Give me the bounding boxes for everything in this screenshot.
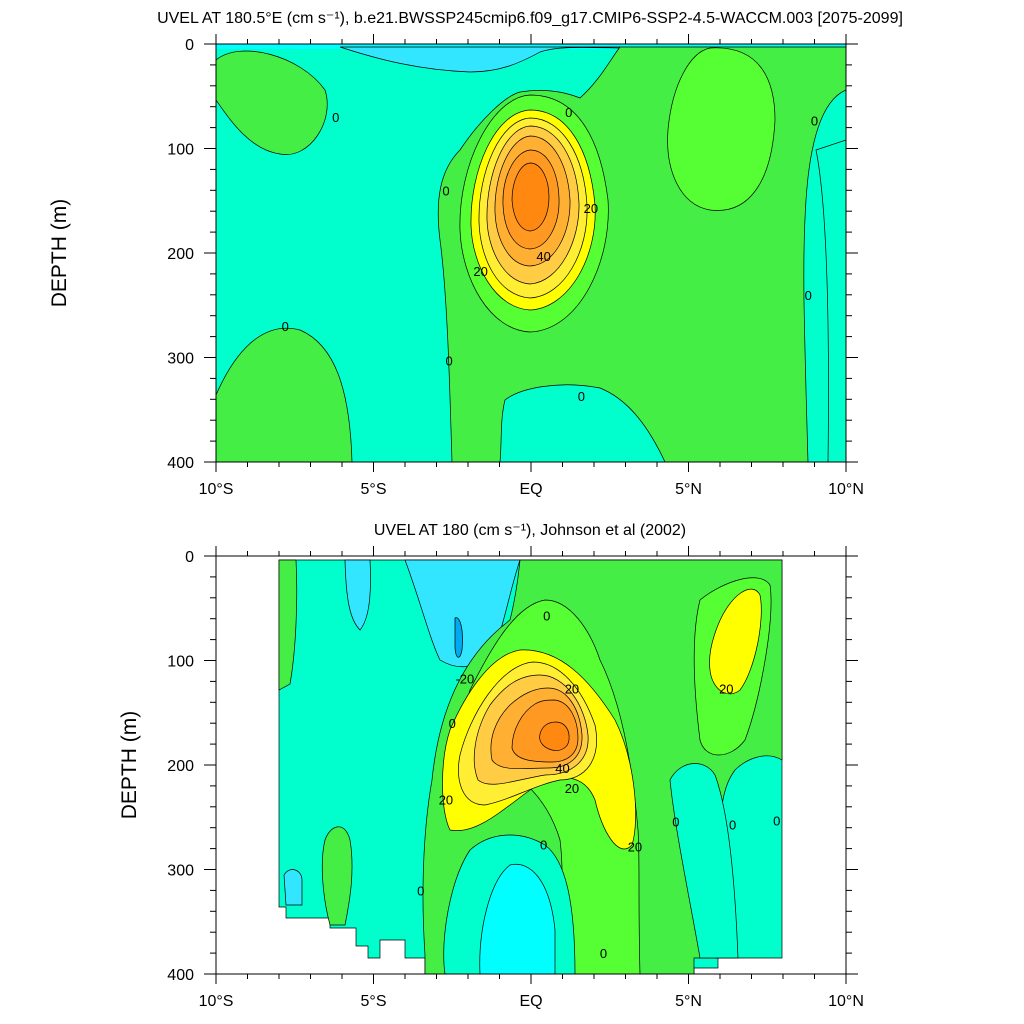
bottom-contour-label: 20	[565, 781, 579, 796]
top-jet-70	[511, 162, 550, 232]
top-y-tick-label: 100	[167, 142, 194, 159]
bottom-contour-label: 40	[555, 761, 569, 776]
bottom-x-tick-label: 5°S	[361, 993, 387, 1010]
top-nw-positive	[216, 50, 328, 155]
bottom-contour-label: 0	[417, 883, 424, 898]
bottom-x-tick-label: 5°N	[675, 993, 702, 1010]
bottom-chart-title: UVEL AT 180 (cm s⁻¹), Johnson et al (200…	[374, 522, 686, 539]
bottom-contour-labels: 0 -20 20 20 0 40 20 20 20 0 0 0 0 0 0	[417, 609, 780, 962]
top-contour-label: 0	[578, 389, 585, 404]
bottom-contour-label: 0	[773, 813, 780, 828]
top-x-tick-label: 5°N	[675, 481, 702, 498]
top-ne-blob	[667, 47, 776, 211]
bottom-contour-label: 0	[543, 609, 550, 624]
bottom-east-cyan	[669, 763, 739, 959]
bottom-contour-label: 0	[729, 818, 736, 833]
bottom-contour-label: 20	[439, 792, 453, 807]
top-y-tick-label: 200	[167, 246, 194, 263]
bottom-sw-light	[283, 869, 303, 906]
top-chart-title: UVEL AT 180.5°E (cm s⁻¹), b.e21.BWSSP245…	[157, 10, 903, 27]
top-contour-label: 0	[445, 354, 452, 369]
top-y-tick-label: 300	[167, 351, 194, 368]
top-x-tick-label: 10°N	[828, 481, 864, 498]
top-contour-label: 20	[584, 201, 598, 216]
bottom-contour-label: 0	[672, 814, 679, 829]
bottom-surface-neg2	[344, 559, 371, 631]
bottom-y-tick-label: 100	[167, 654, 194, 671]
bottom-jet-70	[539, 721, 570, 751]
top-contour-label: 20	[473, 264, 487, 279]
top-x-tick-label: 10°S	[199, 481, 234, 498]
bottom-x-tick-label: EQ	[519, 993, 542, 1010]
bottom-contour-label: 0	[540, 837, 547, 852]
top-sw-positive	[216, 327, 353, 462]
bottom-y-tick-label: 400	[167, 967, 194, 984]
top-contour-field	[216, 44, 846, 462]
top-x-tick-label: EQ	[519, 481, 542, 498]
top-y-tick-label: 400	[167, 455, 194, 472]
top-surface-strip	[216, 44, 846, 49]
top-x-tick-label: 5°S	[361, 481, 387, 498]
bottom-x-tick-label: 10°S	[199, 993, 234, 1010]
bottom-west-band	[278, 559, 298, 691]
top-contour-label: 0	[282, 319, 289, 334]
bottom-x-tick-label: 10°N	[828, 993, 864, 1010]
top-contour-label: 0	[332, 110, 339, 125]
bottom-contour-label: 0	[600, 946, 607, 961]
top-contour-label: 0	[805, 288, 812, 303]
bottom-y-tick-label: 200	[167, 758, 194, 775]
top-contour-label: 0	[811, 113, 818, 128]
top-panel: UVEL AT 180.5°E (cm s⁻¹), b.e21.BWSSP245…	[48, 10, 903, 498]
top-surface-tongue	[339, 46, 621, 73]
bottom-subsurface-cyan2	[479, 863, 556, 974]
bottom-y-axis-label: DEPTH (m)	[118, 711, 141, 820]
bottom-y-tick-label: 0	[185, 549, 194, 566]
bottom-contour-label: 20	[628, 840, 642, 855]
bottom-contour-field	[278, 559, 783, 974]
top-y-tick-label: 0	[185, 37, 194, 54]
bottom-sw-tongue	[321, 826, 353, 926]
bottom-y-tick-label: 300	[167, 863, 194, 880]
top-contour-labels: 0 0 0 0 20 40 20 0 0 0 0	[282, 105, 818, 404]
top-contour-label: 0	[565, 105, 572, 120]
top-y-axis-label: DEPTH (m)	[48, 199, 71, 308]
bottom-contour-label: -20	[455, 671, 474, 686]
bottom-neg-core	[454, 617, 463, 658]
bottom-contour-label: 20	[719, 682, 733, 697]
top-contour-label: 0	[442, 183, 449, 198]
top-contour-label: 40	[536, 249, 550, 264]
bottom-ne-20	[709, 588, 762, 695]
bottom-contour-label: 20	[565, 682, 579, 697]
bottom-panel: UVEL AT 180 (cm s⁻¹), Johnson et al (200…	[118, 522, 864, 1010]
bottom-contour-label: 0	[449, 716, 456, 731]
